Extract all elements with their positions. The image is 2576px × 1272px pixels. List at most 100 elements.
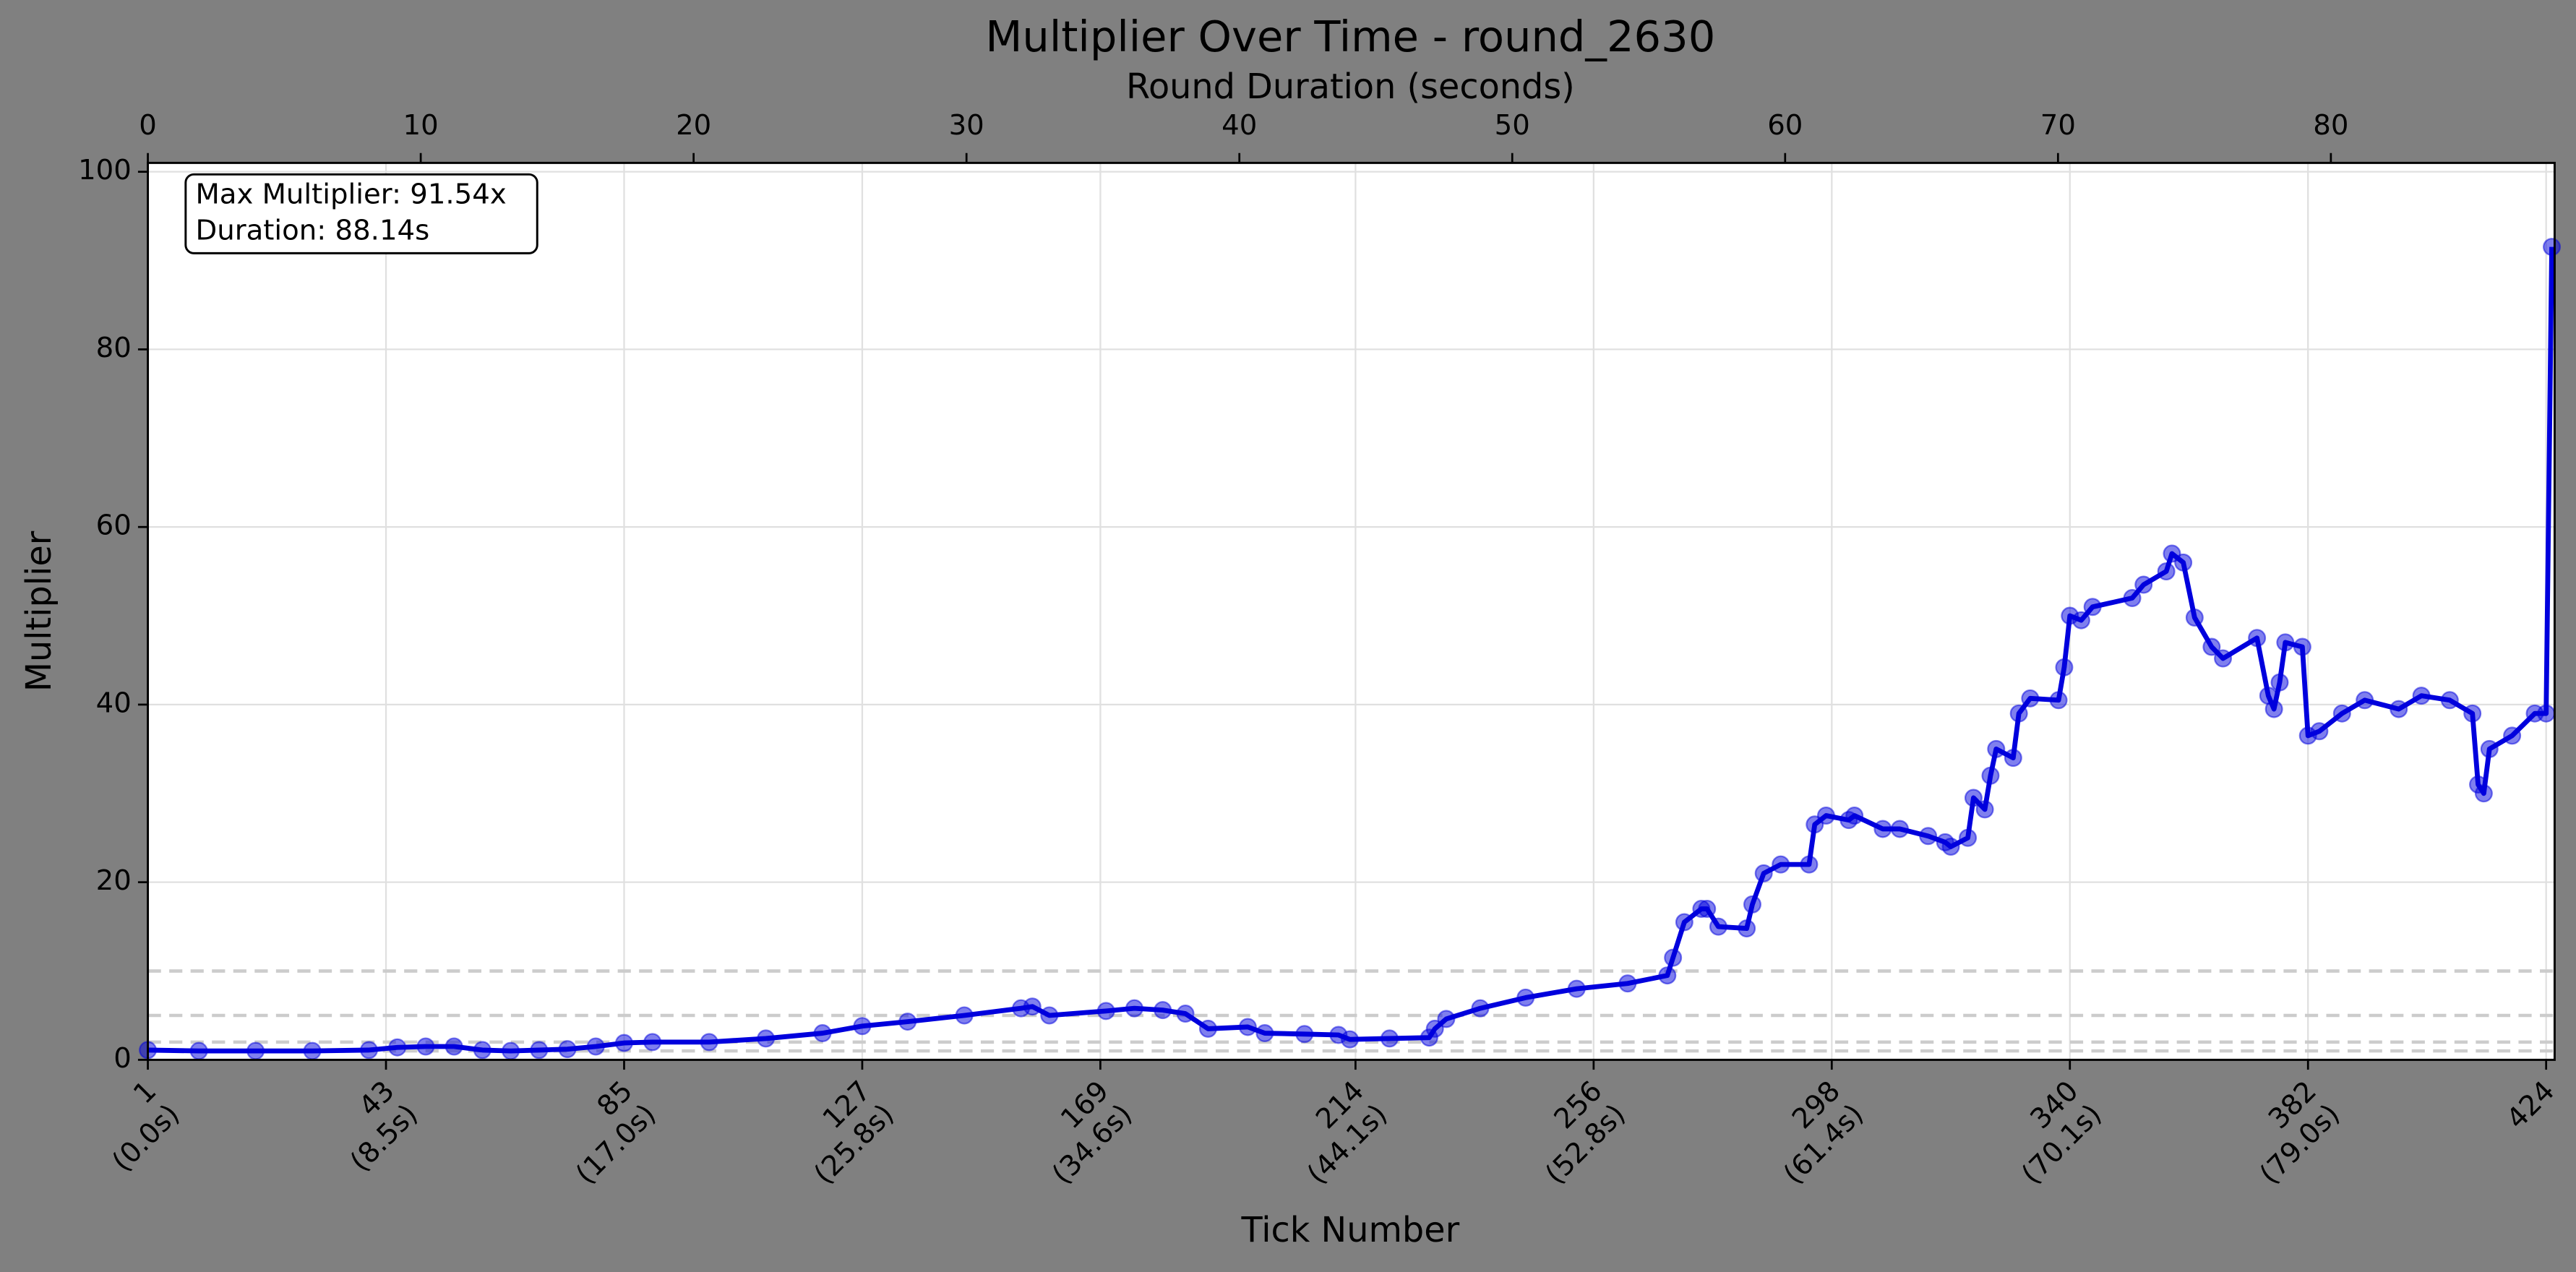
data-point xyxy=(2332,704,2351,723)
x2-tick-label: 0 xyxy=(139,109,157,142)
data-point xyxy=(2214,649,2233,668)
data-point xyxy=(1238,1018,1257,1036)
data-point xyxy=(2293,637,2311,656)
annotation-text: Duration: 88.14s xyxy=(195,214,429,246)
data-point xyxy=(1845,807,1864,825)
annotation-text: Max Multiplier: 91.54x xyxy=(195,178,506,210)
x2-tick-label: 40 xyxy=(1222,109,1257,142)
data-point xyxy=(2202,637,2221,656)
data-point xyxy=(614,1034,633,1052)
data-point xyxy=(1198,1019,1217,1038)
data-point xyxy=(473,1041,491,1060)
data-point xyxy=(1890,820,1909,838)
data-point xyxy=(189,1041,208,1060)
data-point xyxy=(530,1041,549,1060)
data-point xyxy=(2264,700,2283,718)
data-point xyxy=(2055,658,2074,676)
data-point xyxy=(2390,700,2408,718)
x2-tick-label: 30 xyxy=(949,109,984,142)
data-point xyxy=(1873,820,1892,838)
data-point xyxy=(1772,855,1790,874)
data-point xyxy=(1618,974,1637,993)
data-point xyxy=(757,1029,776,1048)
data-point xyxy=(1154,1001,1172,1020)
data-point xyxy=(2009,704,2028,723)
data-point xyxy=(1176,1005,1195,1023)
data-point xyxy=(1125,999,1143,1018)
data-point xyxy=(586,1037,605,1056)
y-tick-label: 60 xyxy=(96,510,132,542)
data-point xyxy=(1964,788,1983,807)
y-tick-label: 0 xyxy=(113,1042,132,1075)
plot-area xyxy=(147,163,2555,1060)
data-point xyxy=(359,1041,378,1060)
data-point xyxy=(1959,828,1978,847)
data-point xyxy=(2004,749,2022,768)
data-point xyxy=(2185,609,2204,627)
data-point xyxy=(1040,1006,1059,1025)
data-point xyxy=(2270,673,2289,692)
data-point xyxy=(2537,704,2556,723)
annotation: Max Multiplier: 91.54x Duration: 88.14s xyxy=(184,173,538,254)
data-point xyxy=(1675,913,1693,932)
data-point xyxy=(558,1040,577,1059)
annotation-box xyxy=(184,173,538,254)
data-point xyxy=(2134,575,2153,594)
data-point xyxy=(1698,900,1717,919)
data-point xyxy=(502,1041,520,1060)
data-point xyxy=(416,1037,435,1056)
x2-tick-label: 60 xyxy=(1767,109,1803,142)
data-point xyxy=(2276,633,2295,652)
y-tick-label: 20 xyxy=(96,864,132,897)
x2-tick-label: 50 xyxy=(1495,109,1530,142)
chart-title: Multiplier Over Time - round_2630 xyxy=(985,12,1715,61)
x2-tick-label: 20 xyxy=(676,109,711,142)
data-point xyxy=(1437,1010,1456,1028)
data-point xyxy=(303,1041,322,1060)
data-point xyxy=(2310,722,2329,741)
data-point xyxy=(1987,739,2006,758)
data-point xyxy=(2049,691,2068,710)
data-point xyxy=(2503,726,2522,745)
data-point xyxy=(388,1038,407,1057)
data-point xyxy=(1425,1019,1444,1038)
data-point xyxy=(2474,784,2493,803)
data-point xyxy=(2463,704,2482,723)
data-point xyxy=(2157,562,2176,581)
x2-tick-label: 80 xyxy=(2313,109,2348,142)
x2-axis-label: Round Duration (seconds) xyxy=(1126,67,1575,107)
data-point xyxy=(445,1037,463,1056)
y-tick-label: 100 xyxy=(78,154,132,186)
data-point xyxy=(1516,988,1535,1007)
plot-frame xyxy=(147,161,2556,1061)
data-point xyxy=(853,1017,872,1036)
y-axis-label: Multiplier xyxy=(20,530,59,692)
data-point xyxy=(1975,800,1994,819)
data-point xyxy=(1738,919,1756,938)
data-point xyxy=(2174,553,2193,572)
data-point xyxy=(898,1013,917,1031)
data-point xyxy=(1919,827,1938,846)
x2-tick-label: 70 xyxy=(2040,109,2076,142)
data-point xyxy=(700,1033,718,1052)
data-point xyxy=(2480,739,2499,758)
data-point xyxy=(1816,807,1835,825)
data-point xyxy=(2440,691,2459,710)
x2-tick-label: 10 xyxy=(403,109,439,142)
y-tick-label: 80 xyxy=(96,332,132,364)
data-point xyxy=(2356,691,2374,710)
data-point xyxy=(1658,966,1677,985)
data-point xyxy=(2412,687,2431,705)
y-tick-label: 40 xyxy=(96,687,132,719)
data-point xyxy=(1295,1025,1314,1044)
data-point xyxy=(1941,838,1960,856)
data-point xyxy=(1255,1024,1274,1043)
data-point xyxy=(2123,588,2142,607)
data-point xyxy=(1754,864,1773,882)
data-point xyxy=(2071,611,2090,629)
data-point xyxy=(1567,979,1586,998)
data-point xyxy=(2083,598,2102,616)
data-point xyxy=(1664,948,1683,967)
